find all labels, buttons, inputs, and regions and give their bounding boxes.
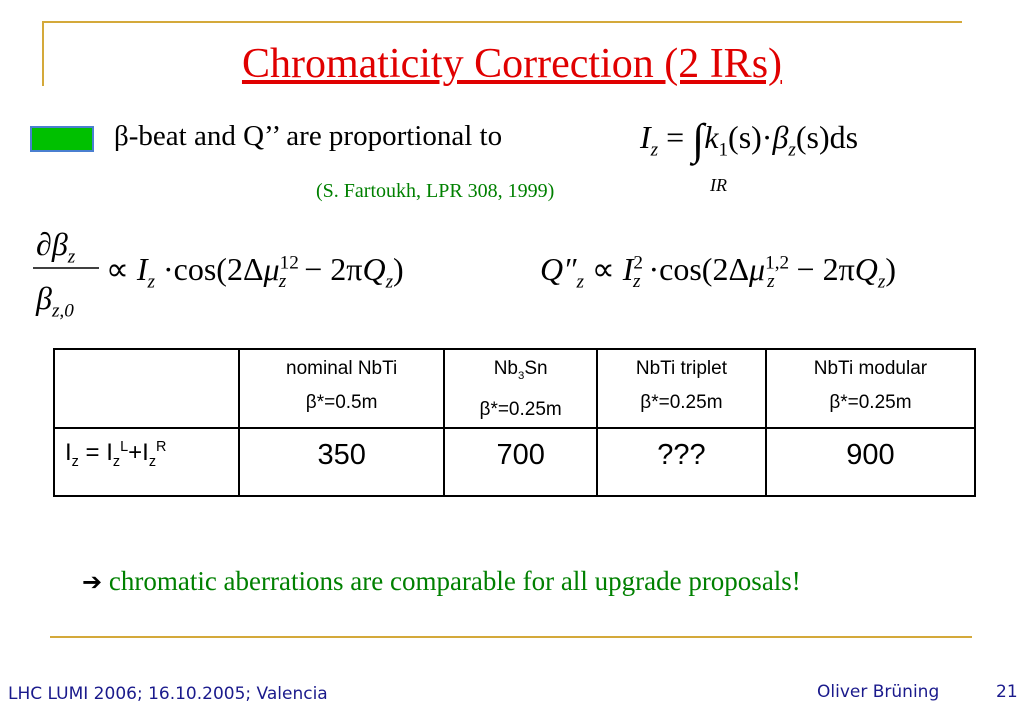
- f-text: ): [393, 251, 404, 287]
- label-sub: z: [112, 453, 121, 470]
- f-text: Q: [854, 251, 878, 287]
- header-line: Nb3Sn: [445, 352, 596, 393]
- f-text: (s)·: [728, 119, 773, 155]
- header-line: β*=0.25m: [767, 386, 974, 420]
- formula-beta: ∝ Iz ·cos(2Δμ12z − 2πQz): [106, 250, 404, 293]
- f-text: ∫: [692, 115, 705, 164]
- f-text: I: [622, 251, 634, 287]
- label-part: = I: [78, 438, 113, 466]
- header-text: β*=0.25m: [479, 398, 562, 420]
- f-text: β: [772, 119, 789, 155]
- value-cell: 900: [764, 426, 977, 497]
- label-part: I: [65, 438, 72, 466]
- row-label: Iz = IzL+IzR: [53, 426, 240, 497]
- header-text: Sn: [524, 358, 548, 379]
- header-line: NbTi modular: [767, 352, 974, 386]
- header-text: β*=0.25m: [640, 392, 723, 413]
- f-text: ∝: [106, 251, 129, 287]
- value-cell: 700: [443, 426, 598, 497]
- label-sub: z: [71, 453, 79, 470]
- value-cell: ???: [595, 426, 767, 497]
- table-header: nominal NbTi β*=0.5m Nb3Sn β*=0.25m NbTi tri…: [53, 348, 977, 429]
- f-text: μ: [263, 251, 280, 287]
- f-text: I: [640, 119, 651, 155]
- f-text: β: [36, 280, 52, 316]
- header-text: nominal NbTi: [286, 358, 398, 379]
- conclusion-text: chromatic aberrations are comparable for…: [108, 566, 801, 596]
- citation: (S. Fartoukh, LPR 308, 1999): [316, 180, 555, 202]
- f-numerator: ∂βz: [36, 226, 75, 268]
- f-text: ∂β: [36, 226, 68, 262]
- header-line: NbTi triplet: [598, 352, 765, 386]
- label-sup: R: [156, 438, 167, 455]
- f-text: Q″: [540, 251, 577, 287]
- f-sub: z: [767, 271, 775, 293]
- f-sub: z,0: [51, 300, 74, 322]
- f-text: I: [136, 251, 148, 287]
- f-text: − 2π: [796, 251, 855, 287]
- header-line: β*=0.25m: [445, 393, 596, 427]
- f-text: − 2π: [304, 251, 363, 287]
- f-sub: z: [633, 271, 641, 293]
- header-cell: NbTi triplet β*=0.25m: [595, 348, 767, 429]
- f-text: k: [704, 119, 719, 155]
- header-cell: NbTi modular β*=0.25m: [764, 348, 977, 429]
- f-text: ∝: [591, 251, 615, 287]
- footer-page: 21: [996, 682, 1018, 702]
- header-text: NbTi modular: [813, 358, 928, 379]
- header-text: β*=0.25m: [829, 392, 912, 413]
- formula-chroma: Q″z ∝ I2z ·cos(2Δμ1,2z − 2πQz): [540, 250, 896, 293]
- table-cell: [53, 348, 240, 429]
- f-sub: z: [278, 271, 287, 293]
- f-sub: z: [576, 271, 584, 293]
- title: Chromaticity Correction (2 IRs): [241, 41, 783, 87]
- f-sup: 2: [633, 252, 644, 274]
- footer-left: LHC LUMI 2006; 16.10.2005; Valencia: [8, 684, 328, 704]
- bullet-marker: [30, 126, 94, 152]
- f-text: μ: [749, 251, 766, 287]
- value-cell: 350: [237, 426, 446, 497]
- label-sub: z: [148, 453, 157, 470]
- f-text: (s)ds: [795, 119, 859, 155]
- f-denominator: βz,0: [36, 280, 74, 322]
- header-cell: Nb3Sn β*=0.25m: [443, 348, 598, 429]
- f-sub: z: [877, 271, 886, 293]
- label-sup: L: [120, 438, 129, 455]
- f-text: Q: [362, 251, 386, 287]
- header-cell: nominal NbTi β*=0.5m: [237, 348, 446, 429]
- arrow: ➔: [82, 568, 103, 596]
- bullet-text: β-beat and Q’’ are proportional to: [114, 120, 503, 152]
- conclusion: ➔ chromatic aberrations are comparable f…: [82, 566, 801, 597]
- header-sub: 3: [517, 369, 525, 382]
- f-text: ·cos(2Δ: [648, 251, 750, 287]
- header-line: nominal NbTi: [240, 352, 443, 386]
- table: nominal NbTi β*=0.5m Nb3Sn β*=0.25m NbTi tri…: [53, 348, 977, 497]
- f-sub: z: [67, 246, 76, 268]
- table-row: Iz = IzL+IzR 350 700??? 900: [53, 426, 977, 497]
- f-text: =: [666, 119, 685, 155]
- f-sub: z: [788, 139, 796, 161]
- header-text: Nb: [493, 358, 518, 379]
- f-sub: z: [650, 139, 659, 161]
- f-limit: IR: [710, 175, 727, 195]
- header-text: NbTi triplet: [635, 358, 727, 379]
- f-sub: 1: [718, 139, 729, 161]
- formula-integral: Iz = ∫k1(s)·βz(s)ds: [640, 114, 858, 165]
- footer-author: Oliver Brüning: [817, 682, 940, 702]
- label-part: +I: [128, 438, 149, 466]
- f-text: ): [885, 251, 896, 287]
- f-sub: z: [147, 271, 155, 293]
- f-text: ·cos(2Δ: [162, 251, 264, 287]
- f-sub: z: [385, 271, 394, 293]
- header-line: β*=0.25m: [598, 386, 765, 420]
- header-text: β*=0.5m: [305, 392, 378, 413]
- header-line: β*=0.5m: [240, 386, 443, 420]
